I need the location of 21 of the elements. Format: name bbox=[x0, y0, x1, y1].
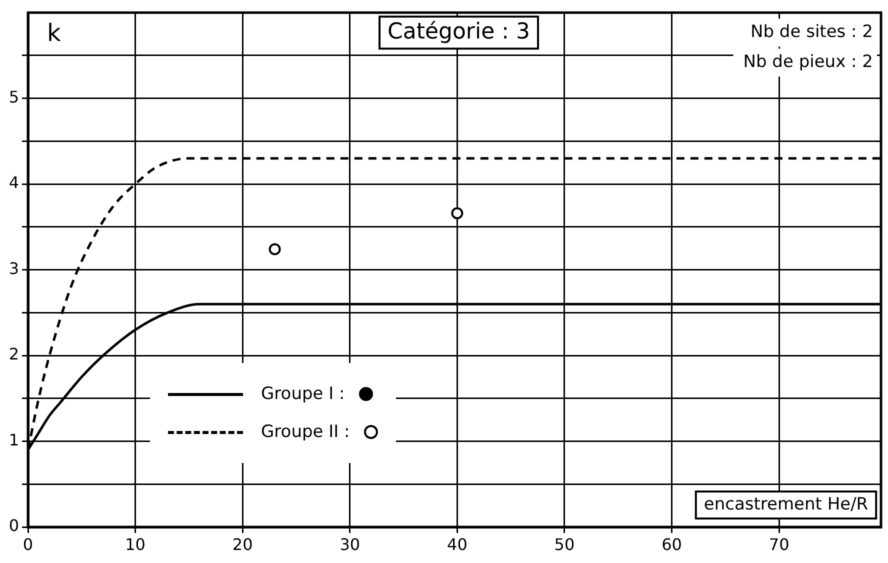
chart-title: Catégorie : 3 bbox=[388, 19, 530, 44]
y-tick-label: 2 bbox=[8, 344, 19, 364]
x-tick-label: 30 bbox=[340, 534, 360, 554]
annotation: Nb de pieux : 2 bbox=[743, 52, 873, 72]
y-tick-label: 4 bbox=[8, 173, 19, 192]
y-tick-label: 3 bbox=[8, 258, 19, 278]
y-tick-label: 5 bbox=[8, 87, 19, 106]
legend-label: Groupe I : bbox=[261, 384, 345, 404]
x-tick-label: 70 bbox=[768, 534, 790, 554]
x-tick-label: 20 bbox=[232, 534, 253, 554]
legend-label: Groupe II : bbox=[261, 422, 350, 442]
y-tick-label: 0 bbox=[8, 516, 19, 536]
x-tick-label: 50 bbox=[554, 534, 575, 554]
x-axis-title: encastrement He/R bbox=[704, 494, 868, 514]
x-tick-label: 10 bbox=[125, 534, 146, 554]
annotation: Nb de sites : 2 bbox=[750, 22, 873, 42]
x-tick-label: 0 bbox=[22, 534, 34, 554]
y-axis-title: k bbox=[47, 18, 62, 47]
x-tick-label: 40 bbox=[447, 534, 468, 554]
y-tick-label: 1 bbox=[8, 430, 19, 450]
x-tick-label: 60 bbox=[662, 534, 682, 554]
